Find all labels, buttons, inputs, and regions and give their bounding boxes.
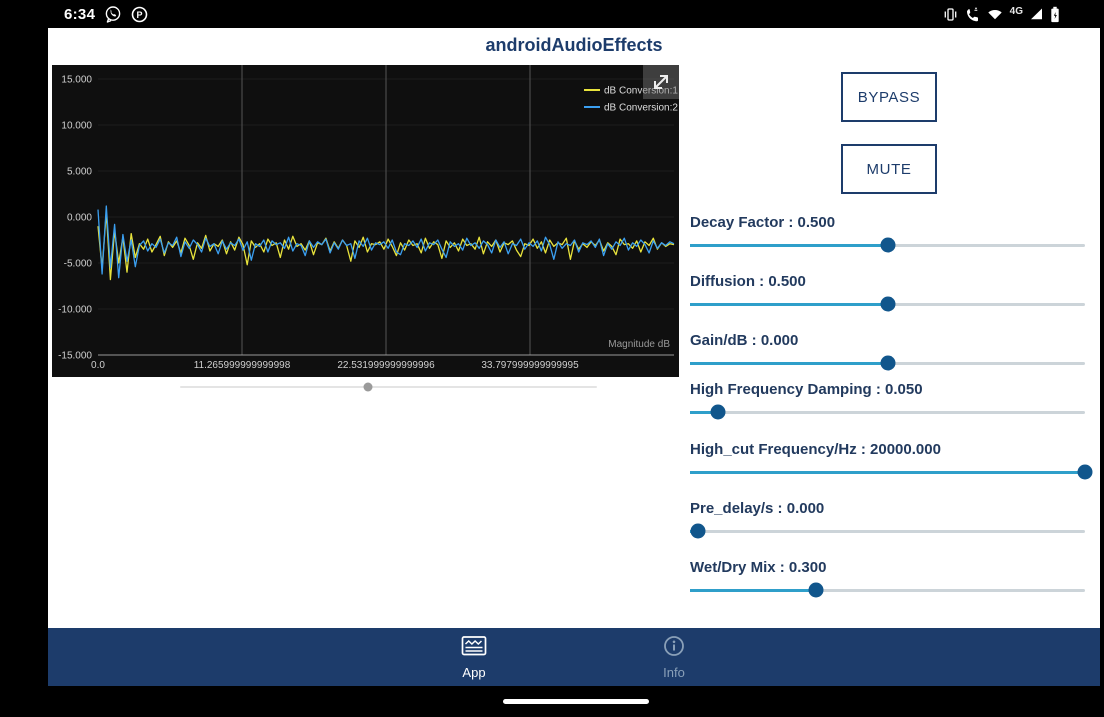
gain-label: Gain/dB : 0.000 <box>690 332 799 349</box>
chart-scrollbar-thumb[interactable] <box>363 382 373 392</box>
slider-thumb[interactable] <box>690 523 706 539</box>
diffusion-row: Diffusion : 0.500 <box>690 273 1085 313</box>
slider-track <box>690 530 1085 533</box>
svg-text:dB Conversion:2: dB Conversion:2 <box>604 103 678 114</box>
mute-button[interactable]: MUTE <box>841 144 937 194</box>
high-cut-frequency-slider[interactable] <box>690 463 1093 481</box>
status-bar-left: 6:34 P <box>64 0 148 28</box>
svg-text:dB Conversion:1: dB Conversion:1 <box>604 86 678 97</box>
app-window: androidAudioEffects 15.000 10.000 5.000 0.0… <box>48 28 1100 686</box>
svg-text:P: P <box>137 10 143 20</box>
slider-track-active <box>690 411 718 414</box>
svg-text:10.000: 10.000 <box>61 121 92 132</box>
decay-factor-label: Decay Factor : 0.500 <box>690 214 836 231</box>
slider-thumb[interactable] <box>880 237 895 253</box>
slider-track-active <box>690 303 888 306</box>
clock: 6:34 <box>64 5 96 23</box>
magnitude-chart[interactable]: 15.000 10.000 5.000 0.000 -5.000 -10.000 -15.0… <box>52 65 679 377</box>
chart-scrollbar[interactable] <box>180 380 597 394</box>
vibrate-icon <box>943 7 958 22</box>
slider-track-active <box>690 362 888 365</box>
pre-delay-row: Pre_delay/s : 0.000 <box>690 500 1085 540</box>
slider-thumb[interactable] <box>808 582 824 598</box>
svg-text:-10.000: -10.000 <box>58 305 92 316</box>
decay-factor-row: Decay Factor : 0.500 <box>690 214 1085 254</box>
chart-expand-button[interactable] <box>643 65 679 99</box>
high-frequency-damping-slider[interactable] <box>690 403 1085 421</box>
slider-thumb[interactable] <box>880 296 895 312</box>
network-type-label: 4G <box>1009 5 1023 17</box>
svg-text:Magnitude dB: Magnitude dB <box>608 339 670 350</box>
app-icon <box>460 634 488 663</box>
battery-icon <box>1050 6 1060 23</box>
slider-track <box>690 589 1085 592</box>
slider-track-active <box>690 589 817 592</box>
wet-dry-mix-label: Wet/Dry Mix : 0.300 <box>690 559 827 576</box>
svg-text:22.531999999999996: 22.531999999999996 <box>337 360 435 371</box>
nav-label-app: App <box>462 665 486 680</box>
svg-text:5.000: 5.000 <box>67 167 92 178</box>
svg-text:15.000: 15.000 <box>61 75 92 86</box>
high-cut-frequency-label: High_cut Frequency/Hz : 20000.000 <box>690 441 941 458</box>
svg-text:11.265999999999998: 11.265999999999998 <box>194 360 291 371</box>
chart-svg: 15.000 10.000 5.000 0.000 -5.000 -10.000 -15.0… <box>58 65 678 371</box>
svg-text:-5.000: -5.000 <box>64 259 93 270</box>
pre-delay-slider[interactable] <box>690 522 1085 540</box>
wet-dry-mix-row: Wet/Dry Mix : 0.300 <box>690 559 1085 599</box>
slider-track <box>690 411 1085 414</box>
svg-text:0.0: 0.0 <box>91 360 105 371</box>
wet-dry-mix-slider[interactable] <box>690 581 1085 599</box>
wifi-calling-icon <box>965 7 980 22</box>
high-cut-frequency-row: High_cut Frequency/Hz : 20000.000 <box>690 441 1093 481</box>
slider-thumb[interactable] <box>710 404 726 420</box>
svg-text:0.000: 0.000 <box>67 213 92 224</box>
bypass-button[interactable]: BYPASS <box>841 72 937 122</box>
gain-slider[interactable] <box>690 354 1085 372</box>
slider-thumb[interactable] <box>1077 464 1093 480</box>
pre-delay-label: Pre_delay/s : 0.000 <box>690 500 825 517</box>
slider-track-active <box>690 471 1085 474</box>
status-bar: 6:34 P <box>0 0 1104 28</box>
whatsapp-icon <box>104 5 122 23</box>
signal-icon <box>1030 8 1043 20</box>
chart-scrollbar-track <box>180 386 597 388</box>
diffusion-label: Diffusion : 0.500 <box>690 273 806 290</box>
info-icon <box>662 634 686 663</box>
home-indicator[interactable] <box>503 699 649 704</box>
controls-panel: BYPASS MUTE Decay Factor : 0.500 Diffusi… <box>690 28 1093 628</box>
bottom-navigation: App Info <box>48 628 1100 686</box>
app-title: androidAudioEffects <box>485 35 663 55</box>
p-badge-icon: P <box>131 6 148 23</box>
slider-track-active <box>690 244 888 247</box>
high-frequency-damping-row: High Frequency Damping : 0.050 <box>690 381 1085 421</box>
gain-row: Gain/dB : 0.000 <box>690 332 1085 372</box>
expand-icon <box>654 75 668 89</box>
diffusion-slider[interactable] <box>690 295 1085 313</box>
svg-text:33.797999999999995: 33.797999999999995 <box>481 360 579 371</box>
wifi-icon <box>987 8 1003 20</box>
nav-item-app[interactable]: App <box>438 634 510 680</box>
nav-item-info[interactable]: Info <box>638 634 710 680</box>
status-bar-right: 4G <box>943 0 1060 28</box>
svg-text:-15.000: -15.000 <box>58 351 92 362</box>
nav-label-info: Info <box>663 665 685 680</box>
high-frequency-damping-label: High Frequency Damping : 0.050 <box>690 381 923 398</box>
decay-factor-slider[interactable] <box>690 236 1085 254</box>
slider-thumb[interactable] <box>880 355 895 371</box>
